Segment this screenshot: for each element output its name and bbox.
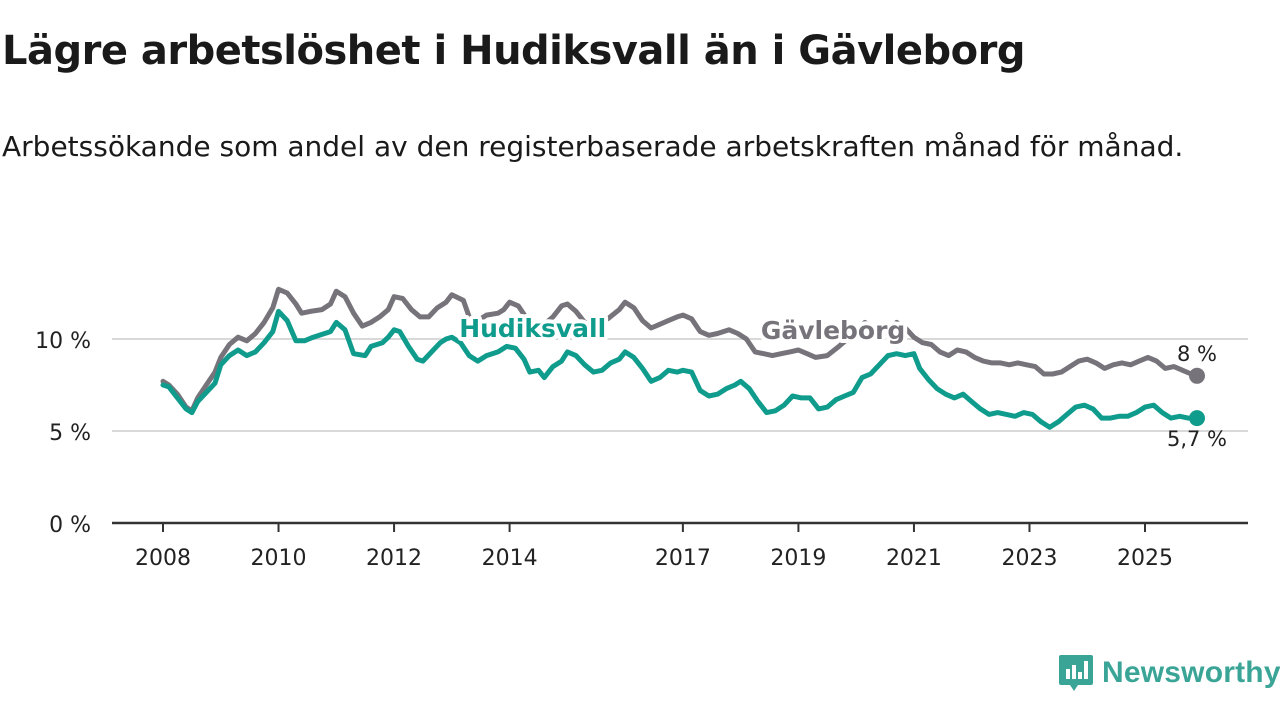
brand-logo: Newsworthy [1058,652,1280,694]
end-label-gävleborg: 8 % [1177,342,1217,366]
x-tick-label: 2021 [886,546,942,571]
y-tick-label: 0 % [49,513,91,538]
series-line-gävleborg [160,286,1200,414]
series-label-hudiksvall: Hudiksvall [459,314,606,343]
end-marker-hudiksvall [1189,410,1205,427]
x-tick-label: 2025 [1117,546,1173,571]
x-tick-label: 2012 [366,546,422,571]
end-marker-gävleborg [1189,367,1205,384]
newsworthy-logo-icon [1059,655,1093,691]
x-tick-label: 2014 [482,546,538,571]
x-tick-label: 2019 [770,546,826,571]
y-tick-label: 10 % [35,329,91,354]
series-line-hudiksvall [160,308,1200,430]
chart-title: Lägre arbetslöshet i Hudiksvall än i Gäv… [2,28,1025,74]
x-tick-label: 2023 [1001,546,1057,571]
series-label-gävleborg: Gävleborg [761,316,906,345]
series-label-halo: Hudiksvall [459,314,606,343]
chart-subtitle: Arbetssökande som andel av den registerb… [2,130,1184,163]
brand-name: Newsworthy [1102,656,1280,689]
x-tick-label: 2010 [251,546,307,571]
x-tick-label: 2008 [135,546,191,571]
y-tick-label: 5 % [49,421,91,446]
x-tick-label: 2017 [655,546,711,571]
series-label-halo: Gävleborg [761,316,906,345]
end-label-hudiksvall: 5,7 % [1167,427,1227,451]
